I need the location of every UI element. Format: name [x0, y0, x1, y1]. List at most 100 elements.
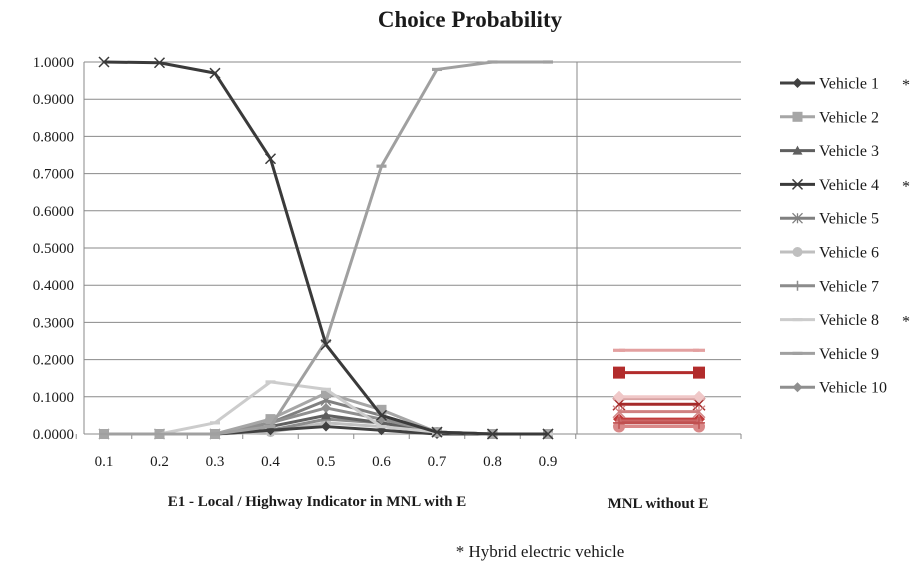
x-tick-label: 0.9 [539, 454, 558, 470]
data-point [321, 421, 331, 432]
series-vehicle-1 [99, 421, 553, 439]
data-point [486, 428, 499, 440]
x-tick-label: 0.3 [206, 454, 225, 470]
legend-label: Vehicle 3 [819, 143, 879, 160]
legend-swatch-marker [791, 178, 804, 190]
mnl-without-e-vehicle-7 [613, 416, 705, 429]
legend-hybrid-mark: * [902, 314, 910, 331]
y-tick-label: 0.3000 [33, 315, 74, 331]
data-point [542, 428, 554, 440]
legend-label: Vehicle 9 [819, 346, 879, 363]
x-tick-label: 0.6 [372, 454, 391, 470]
data-point [487, 60, 498, 64]
legend-item: Vehicle 4 * [780, 177, 910, 195]
legend-label: Vehicle 1 [819, 76, 879, 93]
data-point [321, 410, 331, 420]
y-tick-label: 0.8000 [33, 129, 74, 145]
y-tick-label: 0.2000 [33, 353, 74, 369]
data-point [210, 432, 220, 436]
data-point [375, 409, 388, 421]
legend-swatch-marker [792, 111, 803, 122]
legend-label: Vehicle 6 [819, 245, 879, 262]
y-tick-label: 0.6000 [33, 204, 74, 220]
data-point [210, 421, 220, 425]
data-point [265, 424, 276, 429]
x-tick-label: 0.8 [483, 454, 502, 470]
y-tick-labels: 1.0000 0.9000 0.8000 0.7000 0.6000 0.5000 0.40… [33, 55, 74, 443]
legend-item: Vehicle 2 [780, 109, 879, 126]
mnl-point [693, 348, 705, 352]
legend-item: Vehicle 1 * [780, 76, 910, 94]
mnl-point [612, 405, 626, 419]
mnl-without-e-vehicle-10 [613, 390, 705, 403]
y-tick-label: 0.1000 [33, 390, 74, 406]
legend-label: Vehicle 2 [819, 109, 879, 126]
legend-swatch-marker [792, 382, 803, 393]
legend-swatch-marker [792, 212, 803, 224]
data-point [321, 402, 331, 413]
data-point [376, 424, 387, 429]
legend-swatch-marker [792, 78, 803, 88]
mnl-without-e-vehicle-5 [612, 405, 706, 419]
data-point [98, 56, 110, 68]
data-point [376, 164, 387, 168]
legend-item: Vehicle 3 [780, 143, 879, 160]
mnl-without-e-panel [612, 348, 706, 433]
x-axis-label-right: MNL without E [608, 496, 709, 512]
footnote: * Hybrid electric vehicle [456, 542, 625, 561]
data-point [265, 414, 276, 425]
x-tick-labels: 0.1 0.2 0.3 0.4 0.5 0.6 0.7 0.8 0.9 [95, 454, 558, 470]
legend-hybrid-mark: * [902, 77, 910, 94]
mnl-point [613, 390, 625, 403]
x-tick-label: 0.7 [428, 454, 447, 470]
y-tick-label: 0.9000 [33, 92, 74, 108]
y-tick-label: 0.0000 [33, 427, 74, 443]
data-point [431, 426, 443, 438]
series-vehicle-4 [98, 56, 554, 440]
data-point [432, 67, 442, 72]
legend-swatch-marker [792, 280, 803, 291]
mnl-point [613, 366, 625, 379]
y-tick-label: 0.4000 [33, 278, 74, 294]
data-point [209, 67, 221, 79]
data-point [99, 432, 109, 436]
legend-label: Vehicle 5 [819, 211, 879, 228]
y-tick-label: 1.0000 [33, 55, 74, 71]
x-tick-label: 0.1 [95, 454, 114, 470]
legend-item: Vehicle 5 [780, 211, 879, 228]
gridlines [84, 61, 741, 435]
x-tick-label: 0.5 [317, 454, 336, 470]
legend-swatch-marker [792, 247, 803, 257]
mnl-without-e-vehicle-2 [613, 366, 705, 379]
legend-item: Vehicle 9 [780, 346, 879, 363]
x-tick-label: 0.2 [150, 454, 169, 470]
legend-swatch-marker [792, 351, 803, 355]
legend-item: Vehicle 7 [780, 278, 879, 295]
legend-label: Vehicle 8 [819, 312, 879, 329]
data-point [321, 388, 331, 399]
mnl-point [693, 390, 705, 403]
legend-label: Vehicle 10 [819, 380, 887, 397]
y-tick-label: 0.7000 [33, 167, 74, 183]
legend-label: Vehicle 4 [819, 177, 879, 194]
legend-swatch-marker [792, 318, 803, 322]
mnl-point [613, 416, 625, 429]
legend-label: Vehicle 7 [819, 278, 879, 295]
legend-hybrid-mark: * [902, 178, 910, 195]
legend-item: Vehicle 8 * [780, 312, 910, 331]
data-point [265, 380, 276, 384]
data-point [320, 339, 332, 351]
legend-item: Vehicle 10 [780, 380, 887, 397]
data-point [154, 432, 165, 436]
data-point [321, 387, 331, 391]
y-tick-label: 0.5000 [33, 241, 74, 257]
mnl-without-e-vehicle-8 [613, 348, 705, 352]
data-point [153, 57, 166, 69]
x-axis-label-left: E1 - Local / Highway Indicator in MNL wi… [168, 494, 467, 510]
data-point [543, 60, 553, 64]
data-point [264, 153, 277, 165]
legend-swatch-marker [792, 145, 803, 155]
mnl-point [693, 416, 705, 429]
